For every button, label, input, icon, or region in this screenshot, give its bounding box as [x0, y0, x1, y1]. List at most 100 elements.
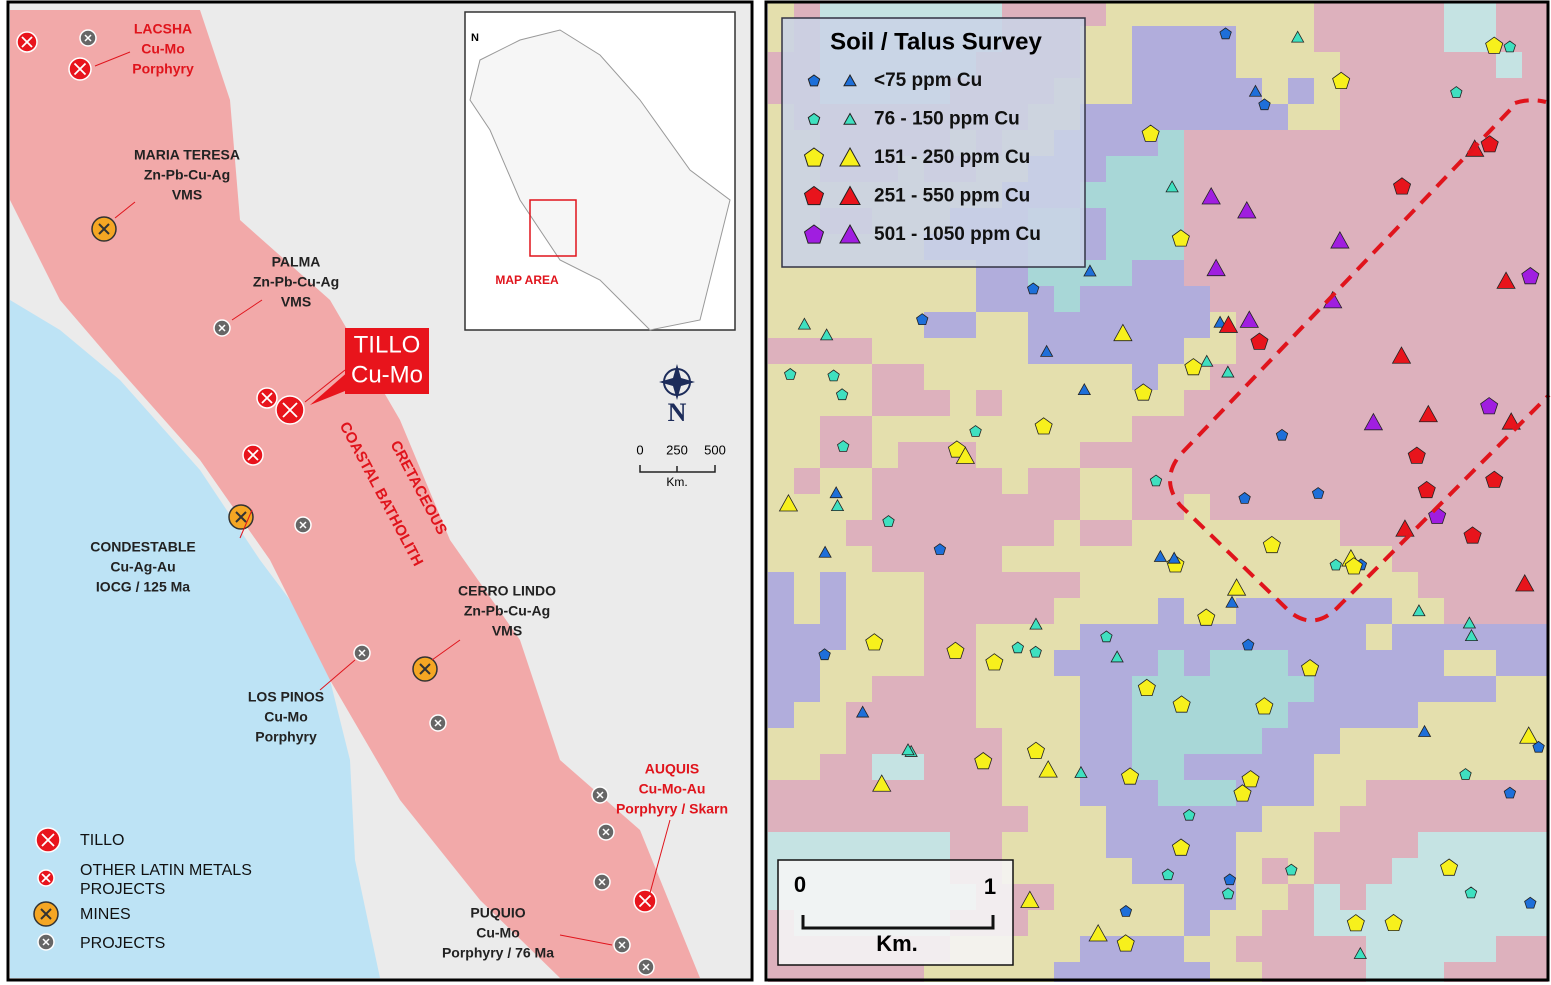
survey-cell: [1080, 572, 1106, 598]
survey-cell: [950, 780, 976, 806]
survey-cell: [846, 598, 872, 624]
survey-cell: [1210, 832, 1236, 858]
survey-cell: [1444, 728, 1470, 754]
survey-cell: [1028, 962, 1054, 982]
survey-cell: [1366, 780, 1392, 806]
survey-cell: [950, 312, 976, 338]
survey-cell: [1132, 832, 1158, 858]
survey-cell: [976, 832, 1002, 858]
survey-cell: [846, 390, 872, 416]
survey-cell: [1522, 312, 1548, 338]
survey-cell: [1184, 520, 1210, 546]
survey-cell: [898, 442, 924, 468]
survey-cell: [1002, 676, 1028, 702]
survey-cell: [976, 624, 1002, 650]
survey-cell: [1314, 910, 1340, 936]
survey-cell: [1002, 546, 1028, 572]
survey-cell: [1262, 130, 1288, 156]
survey-cell: [1522, 806, 1548, 832]
survey-cell: [1418, 338, 1444, 364]
survey-cell: [1210, 936, 1236, 962]
survey-cell: [1262, 312, 1288, 338]
survey-cell: [768, 286, 794, 312]
survey-cell: [1184, 78, 1210, 104]
survey-cell: [1002, 572, 1028, 598]
survey-cell: [820, 286, 846, 312]
survey-cell: [1366, 442, 1392, 468]
survey-cell: [1158, 208, 1184, 234]
sample-marker: [1221, 365, 1235, 378]
sample-marker: [1417, 724, 1432, 737]
survey-cell: [1496, 598, 1522, 624]
survey-cell: [1210, 78, 1236, 104]
survey-cell: [1522, 598, 1548, 624]
marker-x: [358, 649, 366, 657]
survey-cell: [1444, 338, 1470, 364]
survey-cell: [1340, 156, 1366, 182]
survey-cell: [1184, 546, 1210, 572]
survey-cell: [1028, 572, 1054, 598]
sample-marker: [1353, 946, 1367, 959]
survey-cell: [1158, 806, 1184, 832]
sample-marker: [1346, 914, 1365, 932]
survey-cell: [898, 676, 924, 702]
survey-cell: [1210, 728, 1236, 754]
survey-cell: [1028, 520, 1054, 546]
survey-cell: [924, 624, 950, 650]
survey-cell: [1444, 702, 1470, 728]
legend-label: MINES: [80, 906, 131, 923]
survey-cell: [1340, 832, 1366, 858]
survey-cell: [1158, 130, 1184, 156]
survey-cell: [924, 442, 950, 468]
legend-label: PROJECTS: [80, 881, 165, 898]
survey-cell: [1314, 858, 1340, 884]
survey-cell: [1054, 884, 1080, 910]
survey-cell: [820, 832, 846, 858]
survey-cell: [1262, 910, 1288, 936]
survey-cell: [1314, 832, 1340, 858]
survey-cell: [1028, 676, 1054, 702]
sample-marker: [1171, 229, 1190, 247]
legend-pentagon: [803, 147, 825, 167]
survey-cell: [1132, 780, 1158, 806]
sample-marker: [1201, 186, 1221, 205]
survey-cell: [1366, 936, 1392, 962]
survey-cell: [1314, 728, 1340, 754]
sample-marker: [1183, 808, 1196, 821]
survey-cell: [1262, 728, 1288, 754]
survey-cell: [1392, 2, 1418, 26]
sample-marker: [1485, 470, 1504, 488]
survey-cell: [1262, 832, 1288, 858]
survey-cell: [846, 806, 872, 832]
survey-cell: [1522, 546, 1548, 572]
survey-cell: [1054, 728, 1080, 754]
survey-cell: [872, 832, 898, 858]
survey-cell: [1158, 962, 1184, 982]
survey-cell: [1470, 52, 1496, 78]
survey-cell: [1106, 286, 1132, 312]
survey-cell: [768, 572, 794, 598]
survey-cell: [1522, 624, 1548, 650]
survey-cell: [1132, 286, 1158, 312]
survey-cell: [872, 468, 898, 494]
survey-cell: [1184, 286, 1210, 312]
survey-cell: [1106, 598, 1132, 624]
survey-cell: [1392, 832, 1418, 858]
survey-cell: [1054, 624, 1080, 650]
soil-legend: [781, 17, 1086, 268]
survey-cell: [1288, 208, 1314, 234]
survey-cell: [1132, 312, 1158, 338]
survey-cell: [846, 312, 872, 338]
survey-cell: [1522, 702, 1548, 728]
survey-cell: [976, 728, 1002, 754]
survey-cell: [1470, 208, 1496, 234]
survey-cell: [1470, 338, 1496, 364]
survey-cell: [1210, 2, 1236, 26]
survey-cell: [1236, 884, 1262, 910]
survey-cell: [1262, 884, 1288, 910]
survey-cell: [1366, 52, 1392, 78]
survey-cell: [1028, 702, 1054, 728]
survey-cell: [1028, 780, 1054, 806]
survey-cell: [1184, 650, 1210, 676]
survey-cell: [1028, 598, 1054, 624]
